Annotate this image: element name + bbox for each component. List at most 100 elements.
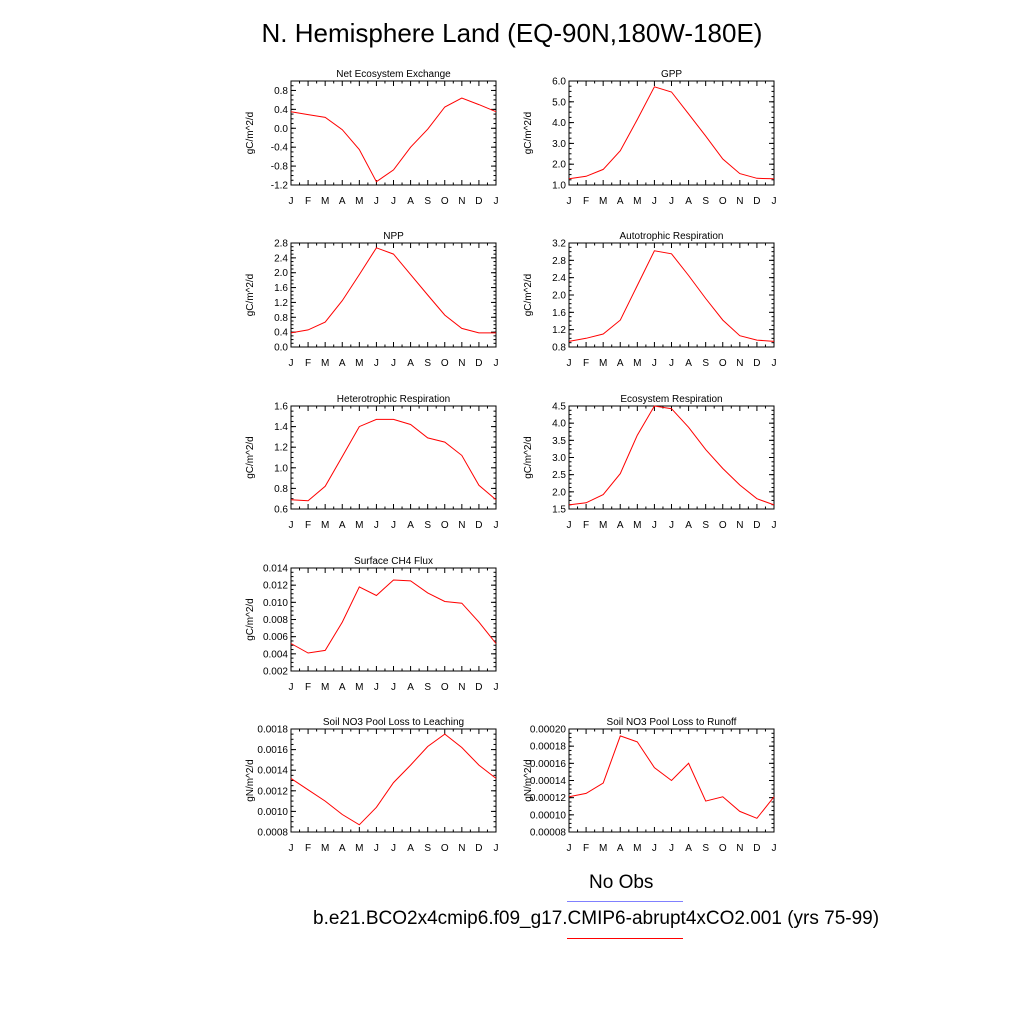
x-tick-label: F (305, 358, 311, 369)
y-tick-label: 1.0 (552, 181, 566, 192)
x-tick-label: M (633, 520, 641, 531)
y-tick-label: 1.6 (552, 308, 566, 319)
y-tick-label: 0.010 (263, 598, 288, 609)
panel-title: Soil NO3 Pool Loss to Runoff (607, 717, 737, 728)
x-tick-label: D (475, 358, 482, 369)
panel-title: Net Ecosystem Exchange (336, 69, 451, 80)
y-axis-label: gN/m^2/d (245, 759, 256, 802)
y-tick-label: 2.5 (552, 470, 566, 481)
y-tick-label: 0.00016 (530, 759, 567, 770)
x-tick-label: O (441, 843, 449, 854)
x-tick-label: A (617, 196, 624, 207)
series-line (568, 86, 775, 180)
x-tick-label: O (441, 358, 449, 369)
y-axis-label: gC/m^2/d (245, 436, 256, 479)
x-tick-label: A (339, 196, 346, 207)
x-tick-label: J (652, 358, 657, 369)
x-tick-label: M (355, 682, 363, 693)
y-tick-label: 0.8 (274, 484, 288, 495)
x-tick-label: M (321, 196, 329, 207)
x-tick-label: M (599, 196, 607, 207)
y-tick-label: 0.4 (274, 328, 288, 339)
y-tick-label: 0.0008 (257, 828, 288, 839)
panel-title: Heterotrophic Respiration (337, 394, 450, 405)
series-line (290, 579, 497, 654)
x-tick-label: D (753, 843, 760, 854)
x-tick-label: A (407, 520, 414, 531)
x-tick-label: A (407, 843, 414, 854)
y-tick-label: 2.0 (274, 268, 288, 279)
x-tick-label: N (736, 843, 743, 854)
y-tick-label: 0.8 (274, 86, 288, 97)
y-tick-label: 1.2 (274, 443, 288, 454)
x-tick-label: F (305, 682, 311, 693)
series-line (290, 247, 496, 334)
x-tick-label: J (374, 358, 379, 369)
x-tick-label: S (702, 520, 709, 531)
x-tick-label: F (305, 196, 311, 207)
x-tick-label: J (772, 843, 777, 854)
y-tick-label: 2.4 (274, 253, 288, 264)
x-tick-label: N (458, 196, 465, 207)
y-tick-label: 1.6 (274, 402, 288, 413)
x-tick-label: J (374, 520, 379, 531)
y-tick-label: 2.8 (274, 239, 288, 250)
legend-obs-line (567, 901, 683, 902)
y-tick-label: 0.002 (263, 667, 288, 678)
x-tick-label: J (391, 520, 396, 531)
x-tick-label: M (599, 520, 607, 531)
x-tick-label: M (355, 358, 363, 369)
x-tick-label: N (736, 520, 743, 531)
figure-title: N. Hemisphere Land (EQ-90N,180W-180E) (261, 18, 763, 48)
x-tick-label: N (458, 520, 465, 531)
x-tick-label: F (305, 520, 311, 531)
y-tick-label: -0.4 (271, 143, 289, 154)
x-tick-label: D (475, 196, 482, 207)
x-tick-label: J (567, 520, 572, 531)
x-tick-label: J (567, 843, 572, 854)
y-axis-label: gC/m^2/d (245, 274, 256, 317)
x-tick-label: S (702, 196, 709, 207)
x-tick-label: J (772, 520, 777, 531)
x-tick-label: A (685, 843, 692, 854)
x-tick-label: S (424, 358, 431, 369)
x-tick-label: J (567, 358, 572, 369)
y-axis-label: gC/m^2/d (523, 112, 534, 155)
x-tick-label: O (719, 196, 727, 207)
x-tick-label: M (355, 843, 363, 854)
panel-title: Soil NO3 Pool Loss to Leaching (323, 717, 464, 728)
panel-frame (290, 567, 497, 672)
y-tick-label: 6.0 (552, 77, 566, 88)
x-tick-label: F (583, 196, 589, 207)
x-tick-label: A (339, 520, 346, 531)
x-tick-label: A (407, 358, 414, 369)
panel-frame (290, 728, 497, 833)
legend-model-line (567, 938, 683, 939)
y-axis-label: gC/m^2/d (523, 274, 534, 317)
x-tick-label: O (719, 843, 727, 854)
x-tick-label: M (355, 520, 363, 531)
panel-frame (290, 242, 497, 348)
y-tick-label: 0.0014 (257, 766, 288, 777)
x-tick-label: A (339, 358, 346, 369)
y-tick-label: 0.0 (274, 343, 288, 354)
x-tick-label: J (391, 196, 396, 207)
x-tick-label: O (441, 520, 449, 531)
x-tick-label: M (633, 358, 641, 369)
y-tick-label: 0.4 (274, 105, 288, 116)
x-tick-label: M (321, 682, 329, 693)
y-tick-label: 0.0018 (257, 725, 288, 736)
x-tick-label: N (458, 843, 465, 854)
x-tick-label: J (374, 196, 379, 207)
y-tick-label: 2.8 (552, 256, 566, 267)
y-tick-label: 0.0010 (257, 807, 288, 818)
y-tick-label: 3.5 (552, 436, 566, 447)
x-tick-label: J (289, 843, 294, 854)
x-tick-label: J (652, 843, 657, 854)
x-tick-label: F (583, 358, 589, 369)
x-tick-label: J (391, 682, 396, 693)
x-tick-label: A (339, 682, 346, 693)
